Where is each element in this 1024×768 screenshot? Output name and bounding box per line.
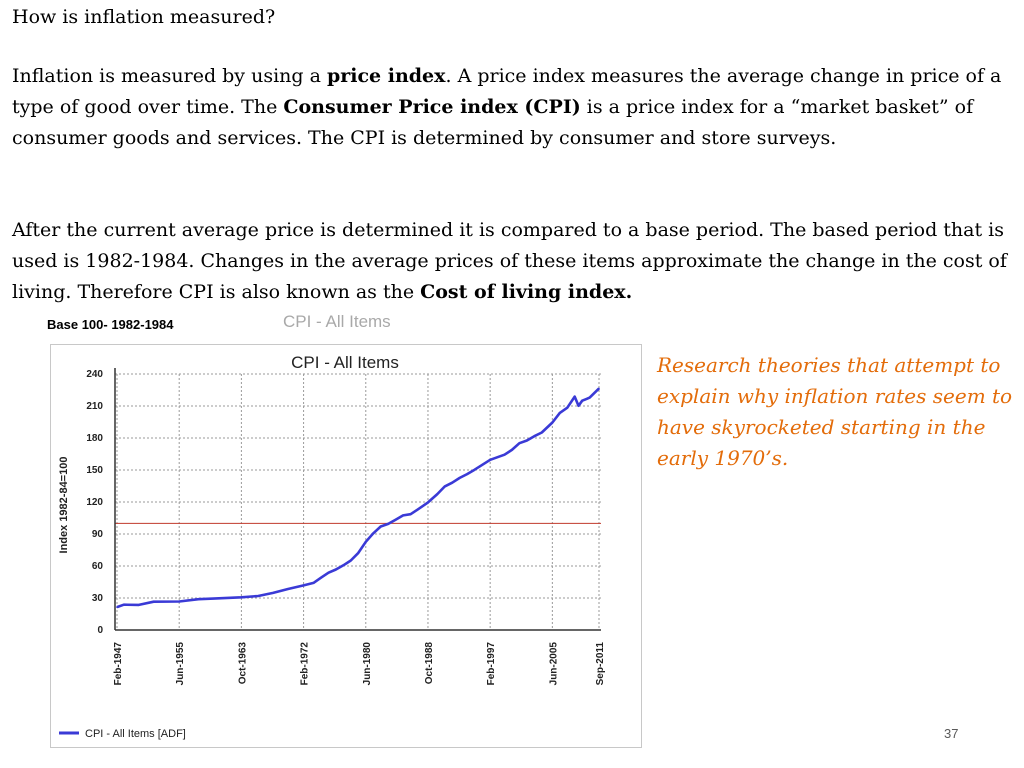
data-point [598,387,600,390]
x-tick-label: Feb-1997 [486,642,497,686]
p1-term-price-index: price index [326,65,446,87]
data-point [402,514,404,517]
chart-title: CPI - All Items [291,353,399,372]
y-tick-label: 150 [86,465,103,476]
data-point [152,600,155,603]
y-tick-label: 60 [92,561,104,572]
data-point [551,421,554,424]
data-point [466,473,468,475]
data-point [320,576,322,579]
y-tick-label: 0 [97,625,103,636]
x-tick-labels: Feb-1947 Jun-1955 Oct-1963 Feb-1972 Jun-1980… [113,642,606,686]
p2-term-cost-of-living: Cost of living index. [420,281,633,303]
data-point [526,439,528,442]
data-point [585,398,588,400]
y-tick-labels: 0 30 60 90 120 150 180 210 240 [86,369,103,636]
data-point [451,481,454,484]
data-point [116,606,118,608]
data-point [444,485,446,488]
slide-title: How is inflation measured? [12,6,276,28]
data-point [212,597,215,600]
research-note: Research theories that attempt to explai… [657,353,1013,470]
data-point [138,604,140,606]
data-point [489,459,492,461]
x-tick-label: Sep-2011 [595,642,606,686]
p1-text-2: . A price index measures the average cha… [12,65,1002,118]
series-group [116,387,600,609]
page-number: 37 [944,726,959,741]
legend-label: CPI - All Items [ADF] [85,728,186,740]
data-point [458,477,461,479]
data-point [573,395,576,398]
p1-text-3: is a price index for a “market basket” o… [12,96,974,149]
y-tick-label: 30 [92,593,104,604]
data-point [409,513,412,515]
data-point [436,493,439,495]
y-tick-label: 180 [86,433,103,444]
data-point [511,449,513,451]
chart-grid [115,373,601,631]
data-point [427,501,429,504]
data-point [541,431,543,434]
y-tick-label: 240 [86,369,103,380]
data-point [287,588,289,590]
data-point [559,412,561,414]
x-tick-label: Oct-1963 [237,642,248,685]
y-tick-label: 120 [86,497,103,508]
data-point [302,584,305,587]
data-point [518,442,521,444]
data-point [350,559,352,562]
p1-text-1: Inflation is measured by using a [12,65,327,87]
x-tick-label: Feb-1972 [300,642,311,686]
paragraph-base-period: After the current average price is deter… [12,215,1012,308]
cpi-chart-svg: CPI - All Items Index 1982-84=100 0 30 60 9… [58,353,606,740]
y-tick-label: 90 [92,529,104,540]
data-point [197,598,200,600]
p2-text-1: After the current average price is deter… [12,219,1007,303]
data-point [240,596,243,599]
data-point [566,406,569,409]
x-tick-label: Jun-2005 [548,642,559,686]
data-point [342,564,345,567]
data-point [533,435,536,437]
data-point [327,571,330,574]
data-point [272,592,274,594]
x-tick-label: Jun-1955 [175,642,186,686]
p1-term-cpi: Consumer Price index (CPI) [283,96,581,118]
series-line-0 [116,387,600,609]
data-point [312,582,315,584]
x-tick-label: Feb-1947 [113,642,124,686]
data-point [581,399,583,402]
data-point [503,453,506,456]
data-point [372,532,375,535]
cpi-chart: CPI - All Items Index 1982-84=100 0 30 60 9… [50,344,642,748]
chart-image-caption: CPI - All Items [283,312,391,331]
data-point [357,552,360,554]
data-point [417,508,419,511]
data-point [394,518,397,521]
data-point [123,603,125,606]
data-point [178,600,180,603]
x-tick-label: Jun-1980 [362,642,373,686]
y-axis-label: Index 1982-84=100 [58,457,70,554]
data-point [588,396,591,399]
data-point [257,595,259,597]
data-point [473,468,476,471]
chart-axes [114,368,601,631]
data-point [379,525,382,528]
chart-legend: CPI - All Items [ADF] [59,728,186,740]
y-tick-label: 210 [86,401,103,412]
x-tick-label: Oct-1988 [424,642,435,685]
data-point [387,523,390,525]
data-point [365,541,367,543]
data-point [335,568,337,571]
base-period-label: Base 100- 1982-1984 [47,317,174,332]
data-point [577,405,580,407]
paragraph-price-index: Inflation is measured by using a price i… [12,61,1012,154]
